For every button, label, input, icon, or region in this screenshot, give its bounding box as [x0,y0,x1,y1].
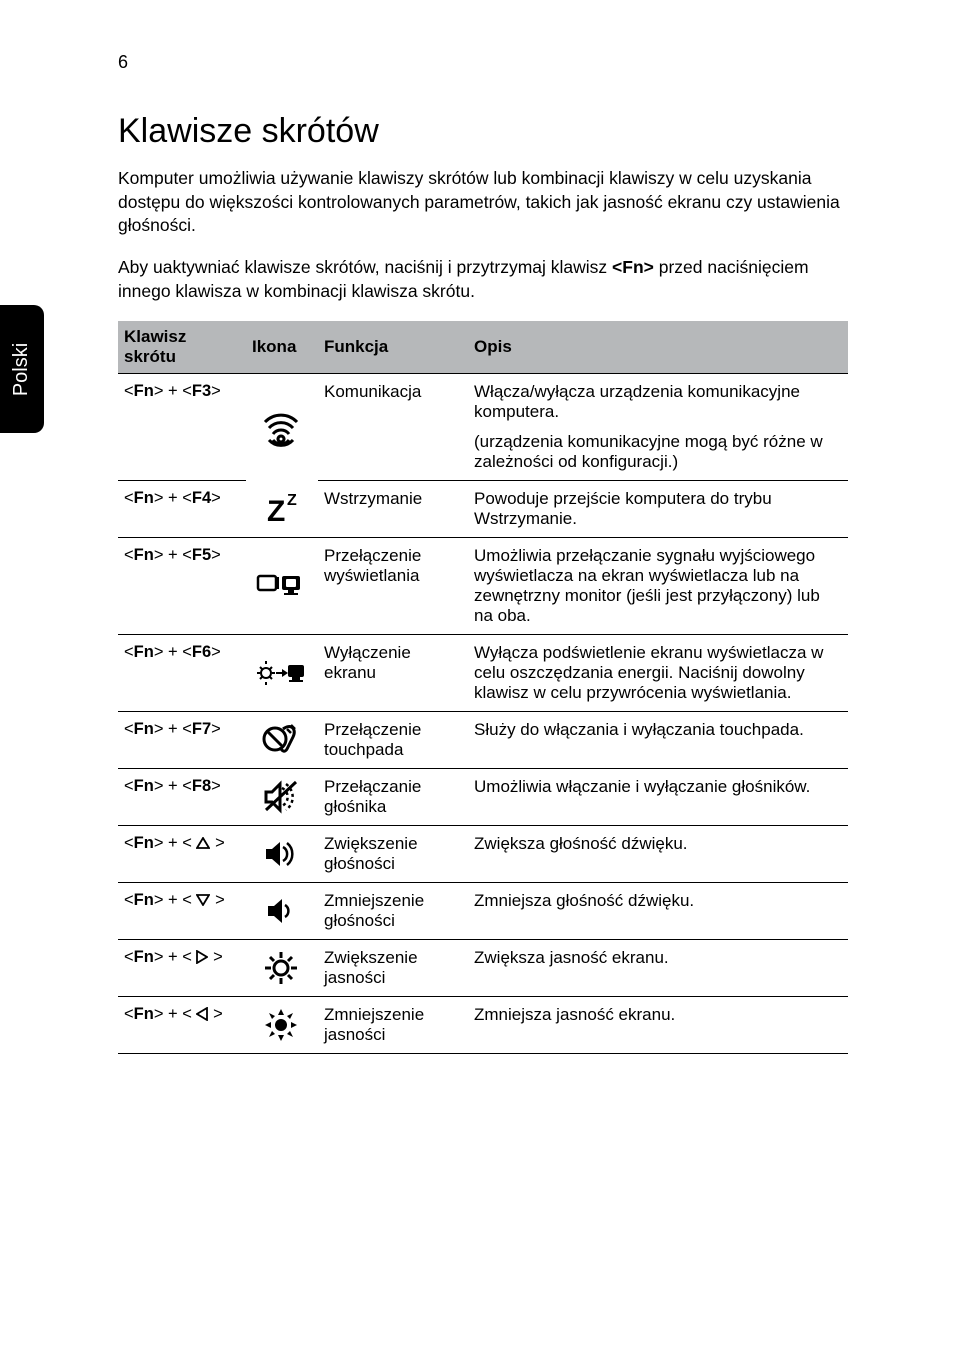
triangle-right-icon [196,950,208,964]
function-cell: Przełączenie wyświetlania [318,538,468,635]
language-tab-label: Polski [11,342,34,395]
icon-cell: ZZ [246,481,318,538]
page-title: Klawisze skrótów [118,112,848,151]
icon-cell [246,374,318,481]
triangle-left-icon [196,1007,208,1021]
volume-down-icon [265,896,297,926]
hotkey-cell: <Fn> + <F6> [118,635,246,712]
th-hotkey: Klawisz skrótu [118,321,246,374]
touchpad-icon [261,723,301,757]
description-cell: Powoduje przejście komputera do trybu Ws… [468,481,848,538]
intro-paragraph-2: Aby uaktywniać klawisze skrótów, naciśni… [118,256,848,303]
icon-cell [246,826,318,883]
table-row: <Fn> + <F6> Wyłączenie ekranuWyłącza podś… [118,635,848,712]
table-row: <Fn> + < > Zwiększenie jasnościZwiększa j… [118,940,848,997]
display-switch-icon [256,571,306,601]
function-cell: Przełączenie touchpada [318,712,468,769]
description-cell: Zwiększa głośność dźwięku. [468,826,848,883]
language-tab: Polski [0,305,44,433]
table-row: <Fn> + <F5> Przełączenie wyświetlaniaUmoż… [118,538,848,635]
hotkey-cell [118,424,246,481]
brightness-down-icon [263,1007,299,1043]
th-description: Opis [468,321,848,374]
description-cell: Umożliwia włączanie i wyłączanie głośnik… [468,769,848,826]
description-cell: Służy do włączania i wyłączania touchpad… [468,712,848,769]
sleep-icon: ZZ [259,489,303,529]
speaker-mute-icon [262,780,300,814]
icon-cell [246,769,318,826]
hotkey-cell: <Fn> + < > [118,883,246,940]
page-number: 6 [118,52,128,73]
table-row: <Fn> + < > Zmniejszenie jasnościZmniejsza… [118,997,848,1054]
intro-key: <Fn> [612,257,654,277]
brightness-up-icon [263,950,299,986]
table-row: <Fn> + <F4> ZZ WstrzymaniePowoduje przejśc… [118,481,848,538]
icon-cell [246,635,318,712]
hotkey-cell: <Fn> + < > [118,940,246,997]
icon-cell [246,883,318,940]
description-cell: Zwiększa jasność ekranu. [468,940,848,997]
function-cell: Zmniejszenie głośności [318,883,468,940]
th-icon: Ikona [246,321,318,374]
hotkey-cell: <Fn> + <F8> [118,769,246,826]
svg-text:Z: Z [287,492,297,509]
hotkey-cell: <Fn> + <F7> [118,712,246,769]
hotkey-cell: <Fn> + <F4> [118,481,246,538]
table-row: <Fn> + < > Zmniejszenie głośnościZmniejsz… [118,883,848,940]
table-row: (urządzenia komunikacyjne mogą być różne… [118,424,848,481]
table-row: <Fn> + <F7> Przełączenie touchpadaSłuży d… [118,712,848,769]
screen-blank-icon [256,659,306,687]
intro-text: Aby uaktywniać klawisze skrótów, naciśni… [118,257,612,277]
volume-up-icon [263,839,299,869]
svg-text:Z: Z [267,495,285,528]
description-cell: Zmniejsza jasność ekranu. [468,997,848,1054]
description-cell: Włącza/wyłącza urządzenia komunikacyjne … [468,374,848,425]
intro-paragraph-1: Komputer umożliwia używanie klawiszy skr… [118,167,848,238]
icon-cell [246,538,318,635]
function-cell: Przełączanie głośnika [318,769,468,826]
table-head-row: Klawisz skrótu Ikona Funkcja Opis [118,321,848,374]
function-cell: Zmniejszenie jasności [318,997,468,1054]
function-cell: Komunikacja [318,374,468,425]
icon-cell [246,997,318,1054]
description-cell: (urządzenia komunikacyjne mogą być różne… [468,424,848,481]
function-cell: Wyłączenie ekranu [318,635,468,712]
description-cell: Wyłącza podświetlenie ekranu wyświetlacz… [468,635,848,712]
wireless-icon [259,412,303,448]
hotkey-cell: <Fn> + < > [118,826,246,883]
page-content: Klawisze skrótów Komputer umożliwia używ… [118,112,848,1054]
description-cell: Umożliwia przełączanie sygnału wyjściowe… [468,538,848,635]
th-function: Funkcja [318,321,468,374]
triangle-down-icon [196,894,210,906]
table-row: <Fn> + <F3> KomunikacjaWłącza/wyłącza urz… [118,374,848,425]
hotkey-cell: <Fn> + <F5> [118,538,246,635]
function-cell: Wstrzymanie [318,481,468,538]
table-row: <Fn> + <F8> Przełączanie głośnikaUmożliwi… [118,769,848,826]
description-cell: Zmniejsza głośność dźwięku. [468,883,848,940]
hotkeys-table: Klawisz skrótu Ikona Funkcja Opis <Fn> +… [118,321,848,1054]
hotkey-cell: <Fn> + < > [118,997,246,1054]
triangle-up-icon [196,837,210,849]
icon-cell [246,712,318,769]
table-row: <Fn> + < > Zwiększenie głośnościZwiększa … [118,826,848,883]
function-cell [318,424,468,481]
function-cell: Zwiększenie jasności [318,940,468,997]
icon-cell [246,940,318,997]
function-cell: Zwiększenie głośności [318,826,468,883]
hotkey-cell: <Fn> + <F3> [118,374,246,425]
